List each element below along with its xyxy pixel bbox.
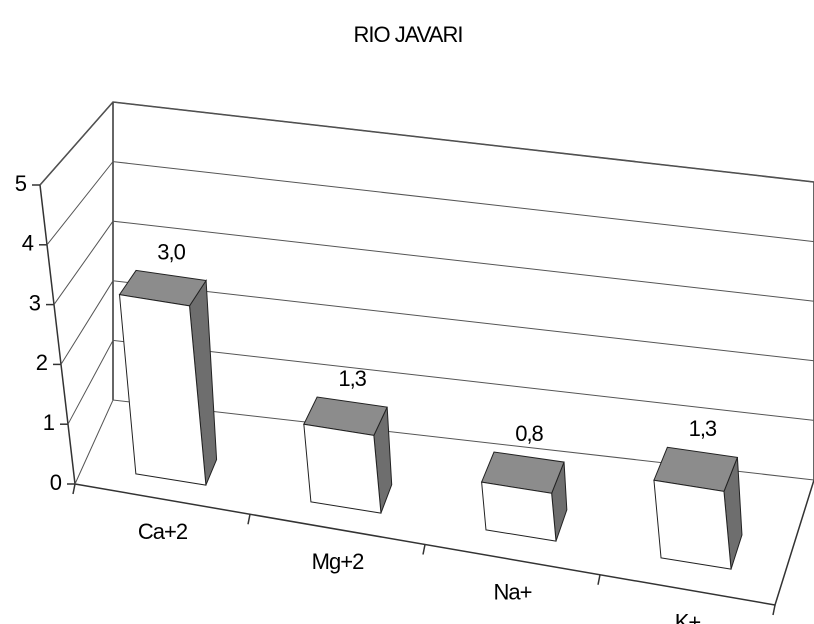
x-tick-label: K+ — [675, 610, 701, 624]
bar — [653, 479, 732, 570]
grid-line — [74, 399, 814, 485]
x-tick — [422, 544, 426, 555]
x-tick — [597, 574, 601, 585]
bar — [303, 423, 382, 514]
value-label: 1,3 — [338, 366, 366, 391]
x-tick — [72, 483, 76, 495]
bar — [481, 481, 557, 542]
x-tick — [247, 514, 251, 525]
grid-line — [53, 220, 814, 305]
grid-line — [60, 280, 814, 365]
y-tick-label: 5 — [15, 171, 27, 196]
x-tick-label: Mg+2 — [312, 549, 364, 574]
grid-line — [39, 101, 814, 186]
y-tick-label: 2 — [36, 350, 48, 375]
x-tick — [772, 604, 776, 616]
grid-line — [46, 161, 814, 246]
x-tick-label: Ca+2 — [138, 519, 188, 544]
y-tick-label: 3 — [29, 290, 41, 315]
y-tick-label: 4 — [22, 231, 34, 256]
x-tick-label: Na+ — [494, 579, 532, 604]
value-label: 1,3 — [689, 416, 717, 441]
bar — [118, 294, 207, 486]
y-tick-label: 0 — [50, 470, 62, 495]
value-label: 3,0 — [157, 239, 185, 264]
grid-line — [67, 339, 814, 425]
value-label: 0,8 — [515, 421, 543, 446]
chart-title: RIO JAVARI — [354, 22, 463, 47]
y-tick-label: 1 — [43, 410, 55, 435]
